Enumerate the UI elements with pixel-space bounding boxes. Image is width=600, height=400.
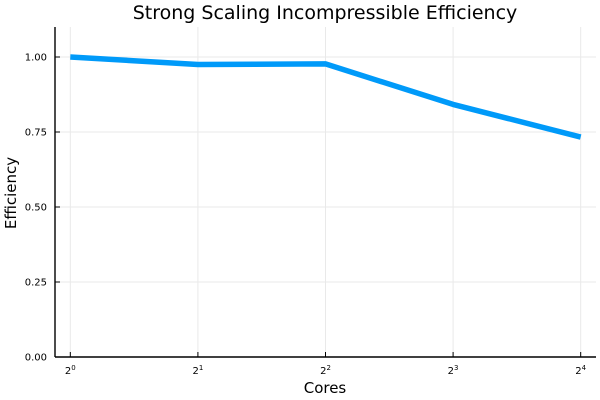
y-tick-label: 0.50 [25, 203, 47, 214]
y-axis-label: Efficiency [2, 157, 20, 229]
y-tick-label: 0.25 [25, 278, 47, 289]
y-tick-label: 1.00 [25, 53, 47, 64]
axes [54, 27, 596, 358]
tick-labels: 20 21 22 23 24 0.00 0.25 0.50 0.75 1.00 [25, 53, 587, 378]
x-tick-label: 20 [65, 364, 76, 377]
x-axis-label: Cores [304, 379, 347, 397]
series-line [70, 54, 582, 140]
series-layer [70, 54, 582, 140]
x-tick-label: 21 [192, 364, 203, 377]
y-tick-label: 0.00 [25, 353, 47, 364]
x-tick-label: 24 [575, 364, 586, 377]
chart-title: Strong Scaling Incompressible Efficiency [133, 2, 518, 24]
y-tick-label: 0.75 [25, 128, 47, 139]
x-tick-label: 23 [448, 364, 459, 377]
x-tick-label: 22 [320, 364, 331, 377]
